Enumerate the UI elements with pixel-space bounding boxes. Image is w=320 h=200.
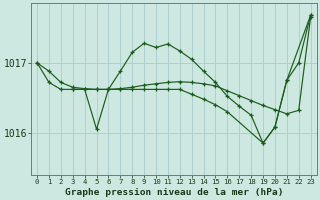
- X-axis label: Graphe pression niveau de la mer (hPa): Graphe pression niveau de la mer (hPa): [65, 188, 283, 197]
